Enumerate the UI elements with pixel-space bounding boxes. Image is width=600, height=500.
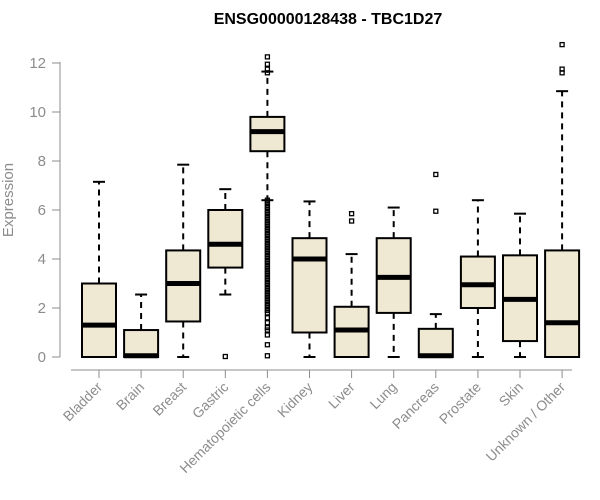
outlier-point — [264, 61, 271, 67]
y-tick-label: 8 — [38, 153, 46, 170]
iqr-box — [417, 327, 454, 359]
outlier-point — [348, 218, 355, 224]
x-tick-label: Bladder — [60, 379, 106, 425]
outlier-point — [264, 327, 271, 333]
box-group — [249, 54, 286, 359]
y-tick-label: 2 — [38, 300, 46, 317]
x-tick-label: Liver — [325, 379, 358, 412]
iqr-box — [81, 282, 117, 358]
outlier-point — [264, 342, 271, 348]
outlier-point — [559, 41, 565, 48]
y-tick-label: 10 — [29, 104, 46, 121]
outlier-point — [264, 310, 271, 316]
box-group — [502, 212, 538, 358]
outlier-point — [264, 54, 271, 60]
box-group — [165, 163, 202, 358]
outlier-point — [559, 66, 565, 72]
outlier-point — [264, 315, 271, 321]
box-group — [207, 188, 244, 360]
box-group — [417, 171, 454, 359]
box-group — [544, 41, 581, 358]
x-tick-label: Breast — [149, 379, 189, 419]
box-group — [333, 211, 370, 358]
iqr-box — [123, 329, 160, 358]
x-tick-label: Lung — [366, 379, 399, 412]
x-tick-label: Kidney — [274, 379, 316, 421]
x-tick-label: Prostate — [436, 379, 484, 427]
box-group — [123, 293, 160, 359]
x-tick-label: Unknown / Other — [483, 379, 569, 465]
x-tick-label: Brain — [113, 379, 147, 413]
y-tick-label: 12 — [29, 55, 46, 72]
iqr-box — [207, 209, 244, 269]
outlier-point — [222, 353, 228, 360]
box-group — [291, 200, 328, 358]
box-group — [375, 206, 412, 358]
outlier-point — [348, 211, 355, 217]
x-tick-label: Pancreas — [389, 379, 442, 432]
chart-title: ENSG00000128438 - TBC1D27 — [214, 11, 443, 28]
iqr-box — [544, 249, 581, 358]
x-tick-label: Skin — [496, 379, 527, 410]
boxes — [81, 41, 581, 360]
iqr-box — [291, 237, 328, 334]
y-axis-label: Expression — [0, 163, 17, 237]
y-ticks: 0 2 4 6 8 10 12 — [29, 55, 60, 366]
y-tick-label: 0 — [38, 349, 46, 366]
outlier-point — [264, 320, 271, 326]
outlier-point — [264, 70, 271, 76]
outlier-point — [264, 353, 271, 359]
box-group — [81, 180, 117, 358]
box-group — [459, 199, 496, 358]
y-tick-label: 4 — [38, 251, 46, 268]
outlier-point — [433, 171, 439, 178]
y-tick-label: 6 — [38, 202, 46, 219]
outlier-point — [264, 332, 271, 338]
outlier-point — [433, 208, 439, 214]
